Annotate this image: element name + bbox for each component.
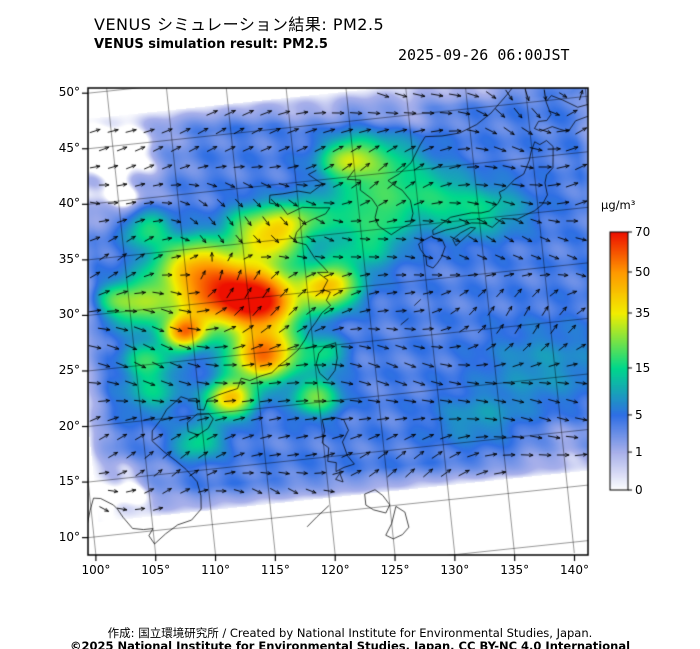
copyright-line: ©2025 National Institute for Environment… bbox=[69, 639, 631, 649]
colorbar-tick-label: 0 bbox=[635, 483, 643, 497]
title-japanese: VENUS シミュレーション結果: PM2.5 bbox=[94, 15, 385, 34]
lon-tick-label: 110° bbox=[201, 563, 230, 577]
lon-tick-label: 115° bbox=[260, 563, 290, 577]
lon-tick-label: 100° bbox=[81, 563, 111, 577]
lat-tick-label: 20° bbox=[58, 418, 80, 433]
lat-tick-label: 15° bbox=[58, 474, 80, 489]
lat-tick-label: 30° bbox=[58, 307, 80, 322]
lat-tick-label: 10° bbox=[58, 529, 80, 544]
lat-tick-label: 35° bbox=[58, 251, 80, 266]
lon-tick-label: 105° bbox=[141, 563, 171, 577]
title-english: VENUS simulation result: PM2.5 bbox=[94, 37, 328, 52]
colorbar-tick-label: 35 bbox=[635, 306, 651, 320]
colorbar-tick-label: 70 bbox=[635, 225, 651, 239]
colorbar-tick-label: 1 bbox=[635, 445, 643, 460]
map-canvas bbox=[78, 80, 638, 570]
credit-line: 作成: 国立環境研究所 / Created by National Instit… bbox=[107, 626, 593, 640]
lat-tick-label: 50° bbox=[58, 85, 80, 100]
lat-tick-label: 45° bbox=[58, 140, 80, 155]
colorbar-unit-label: µg/m³ bbox=[601, 198, 636, 212]
lon-tick-label: 130° bbox=[440, 563, 470, 577]
lon-tick-label: 135° bbox=[500, 563, 530, 577]
colorbar-tick-label: 50 bbox=[635, 264, 651, 279]
lon-tick-label: 140° bbox=[560, 563, 589, 577]
timestamp: 2025-09-26 06:00JST bbox=[398, 46, 570, 64]
lon-tick-label: 120° bbox=[320, 563, 350, 577]
lat-tick-label: 40° bbox=[58, 196, 80, 211]
lat-tick-label: 25° bbox=[58, 362, 80, 377]
colorbar-tick-label: 5 bbox=[635, 407, 643, 422]
lon-tick-label: 125° bbox=[380, 563, 410, 577]
colorbar-tick-label: 15 bbox=[635, 360, 651, 375]
